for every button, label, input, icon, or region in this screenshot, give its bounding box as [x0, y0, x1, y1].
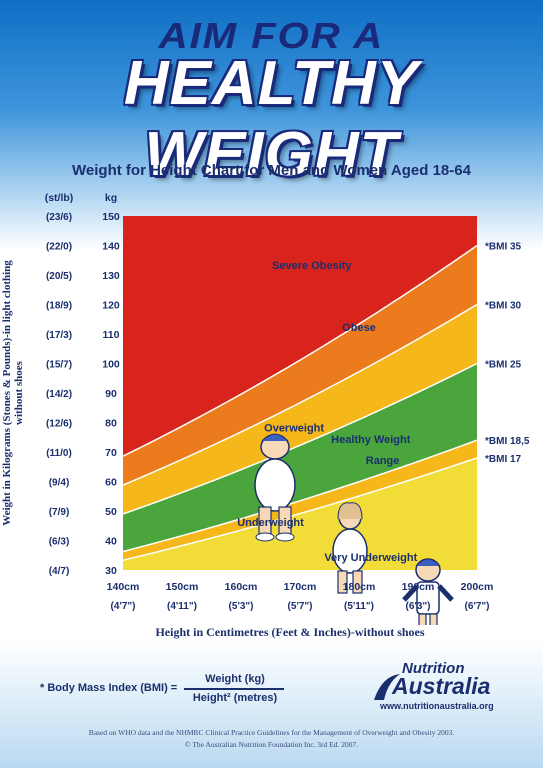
x-tick-cm: 190cm: [402, 581, 435, 593]
footer-copyright: © The Australian Nutrition Foundation In…: [184, 740, 359, 749]
figure-obese: [332, 502, 368, 594]
y-tick-kg: 120: [102, 300, 120, 312]
bmi-line-17: [122, 457, 478, 561]
y-tick-stlb: (17/3): [46, 330, 72, 341]
y-tick-stlb: (22/0): [46, 242, 72, 253]
fraction-bar: [184, 688, 284, 690]
zone-label: Obese: [342, 322, 376, 334]
zone-underweight: [123, 440, 477, 561]
y-tick-kg: 140: [102, 241, 120, 253]
bmi-label: *BMI 35: [485, 242, 522, 253]
x-tick-cm: 140cm: [107, 581, 140, 593]
y-tick-stlb: (9/4): [49, 478, 70, 489]
bmi-label: *BMI 25: [485, 360, 522, 371]
x-tick-imperial: (6'7"): [465, 601, 490, 612]
nutrition-australia-logo: Nutrition Australia www.nutritionaustral…: [372, 660, 512, 715]
bmi-definition: * Body Mass Index (BMI) = Weight (kg) He…: [40, 668, 380, 708]
y-tick-kg: 60: [105, 477, 117, 489]
y-tick-kg: 80: [105, 418, 117, 430]
x-tick-imperial: (5'7"): [288, 601, 313, 612]
x-tick-cm: 180cm: [343, 581, 376, 593]
zone-labels: Severe Obesity Obese Overweight Healthy Wei…: [237, 260, 417, 564]
bmi-line-35: [122, 244, 478, 457]
x-tick-imperial: (6'3"): [406, 601, 431, 612]
zone-label: Very Underweight: [324, 552, 417, 564]
y-tick-kg: 110: [103, 329, 120, 341]
bmi-label: *BMI 18,5: [485, 436, 530, 447]
bmi-line-labels: *BMI 17 *BMI 18,5 *BMI 25 *BMI 30 *BMI 35: [485, 242, 530, 465]
chart-title: Weight for Height Chart for Men and Wome…: [72, 162, 471, 179]
bmi-label: *BMI 30: [485, 301, 522, 312]
y-tick-stlb: (15/7): [46, 360, 72, 371]
x-tick-imperial: (4'7"): [111, 601, 136, 612]
figure-healthy: [402, 558, 454, 625]
zone-overweight: [123, 304, 477, 514]
zone-label: Healthy Weight: [331, 434, 411, 446]
zone-label: Severe Obesity: [272, 260, 352, 272]
y-tick-kg: 90: [105, 388, 117, 400]
zone-severe-obesity: [123, 216, 477, 457]
y-tick-kg: 40: [105, 536, 117, 548]
x-tick-imperial: (5'11"): [344, 601, 374, 612]
zone-label: Underweight: [237, 517, 304, 529]
logo-swoosh-icon: [374, 674, 400, 700]
y-tick-stlb: (7/9): [49, 507, 70, 518]
y-tick-stlb: (6/3): [49, 537, 70, 548]
y-tick-kg: 30: [105, 565, 117, 577]
headline-main: HEALTHY WEIGHT: [123, 49, 420, 189]
bmi-definition-lhs: * Body Mass Index (BMI) =: [40, 682, 178, 694]
bmi-line-25: [122, 362, 478, 515]
y-unit-kg: kg: [105, 192, 117, 204]
figures: [254, 433, 454, 625]
zone-label: Range: [366, 455, 400, 467]
y-tick-kg: 130: [102, 270, 120, 282]
y-tick-stlb: (11/0): [46, 448, 72, 459]
x-tick-imperial: (5'3"): [229, 601, 254, 612]
bmi-lines: [122, 244, 478, 561]
x-axis-label: Height in Centimetres (Feet & Inches)-wi…: [155, 625, 425, 639]
bmi-chart: Severe Obesity Obese Overweight Healthy Wei…: [45, 192, 530, 625]
y-tick-kg: 150: [102, 211, 120, 223]
logo-word-nutrition: Nutrition: [402, 660, 465, 677]
y-tick-stlb: (14/2): [46, 389, 72, 400]
x-tick-cm: 170cm: [284, 581, 317, 593]
bmi-line-30: [122, 303, 478, 486]
x-tick-cm: 150cm: [166, 581, 199, 593]
zone-healthy-weight-range: [123, 363, 477, 552]
y-unit-stlb: (st/lb): [45, 192, 74, 204]
logo-url: www.nutritionaustralia.org: [380, 701, 494, 711]
bmi-denominator: Height² (metres): [192, 692, 278, 704]
x-tick-cm: 160cm: [225, 581, 258, 593]
y-tick-stlb: (20/5): [46, 271, 72, 282]
bmi-numerator: Weight (kg): [205, 673, 265, 685]
y-tick-kg: 50: [105, 506, 117, 518]
y-tick-stlb: (12/6): [46, 419, 72, 430]
headline-top: AIM FOR A: [158, 16, 385, 56]
y-tick-kg: 70: [105, 447, 117, 459]
x-axis-ticks: 140cm (4'7") 150cm (4'11") 160cm (5'3") 170cm (…: [107, 581, 494, 612]
figure-severe-obesity: [254, 433, 296, 542]
y-tick-stlb: (4/7): [49, 566, 70, 577]
y-tick-stlb: (23/6): [46, 212, 72, 223]
zone-label: Overweight: [264, 422, 324, 434]
y-tick-kg: 100: [102, 359, 120, 371]
footer-source: Based on WHO data and the NHMRC Clinical…: [88, 728, 455, 737]
y-tick-stlb: (18/9): [46, 301, 72, 312]
x-tick-imperial: (4'11"): [167, 601, 197, 612]
bmi-line-18-5: [122, 439, 478, 553]
y-axis-ticks: 150 (23/6) 140 (22/0) 130 (20/5) 120 (18/9) 110 (…: [46, 211, 120, 577]
logo-word-australia: Australia: [392, 673, 491, 699]
x-tick-cm: 200cm: [461, 581, 494, 593]
bmi-label: *BMI 17: [485, 454, 522, 465]
